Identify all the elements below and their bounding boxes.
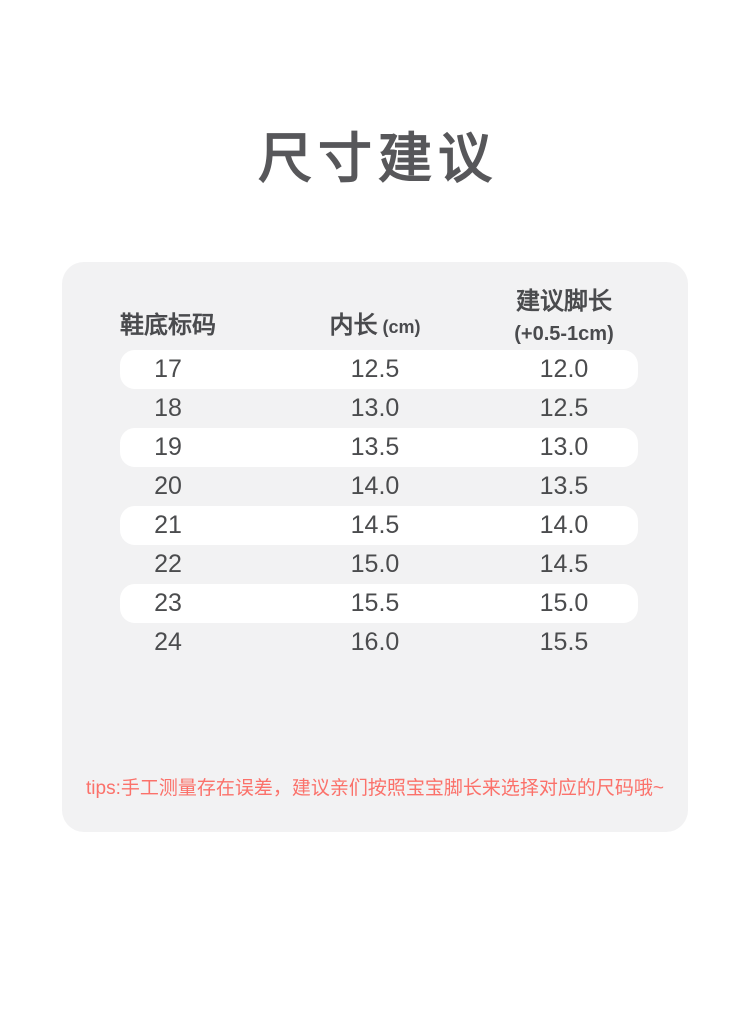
cell-inner-length: 15.5	[350, 589, 400, 617]
size-table-body: 17 12.5 12.0 18 13.0 12.5 19 13.5 13.0 2…	[120, 350, 638, 662]
cell-suggested-foot-length: 14.0	[539, 511, 589, 539]
cell-sole-size-code: 21	[154, 511, 182, 539]
table-row: 24 16.0 15.5	[120, 623, 638, 662]
cell-inner-length: 14.5	[350, 511, 400, 539]
table-row: 23 15.5 15.0	[120, 584, 638, 623]
measurement-tips-text: tips:手工测量存在误差，建议亲们按照宝宝脚长来选择对应的尺码哦~	[86, 778, 664, 799]
size-chart-card: 鞋底标码 内长 (cm) 建议脚长 (+0.5-1cm) 17 12.5 12.0…	[62, 262, 688, 832]
cell-inner-length: 13.5	[350, 433, 400, 461]
cell-suggested-foot-length: 13.5	[539, 472, 589, 500]
cell-sole-size-code: 18	[154, 394, 182, 422]
table-row: 18 13.0 12.5	[120, 389, 638, 428]
table-row: 21 14.5 14.0	[120, 506, 638, 545]
cell-sole-size-code: 24	[154, 628, 182, 656]
cell-inner-length: 14.0	[350, 472, 400, 500]
cell-suggested-foot-length: 12.0	[539, 355, 589, 383]
cell-sole-size-code: 20	[154, 472, 182, 500]
cell-sole-size-code: 19	[154, 433, 182, 461]
cell-sole-size-code: 17	[154, 355, 182, 383]
page-title: 尺寸建议	[258, 129, 498, 189]
header-inner-length: 内长 (cm)	[329, 310, 420, 343]
header-inner-length-label: 内长	[329, 312, 378, 339]
header-suggested-foot-length-range: (+0.5-1cm)	[514, 323, 614, 345]
cell-sole-size-code: 23	[154, 589, 182, 617]
table-row: 17 12.5 12.0	[120, 350, 638, 389]
table-row: 20 14.0 13.5	[120, 467, 638, 506]
table-row: 19 13.5 13.0	[120, 428, 638, 467]
cell-inner-length: 16.0	[350, 628, 400, 656]
header-suggested-foot-length-label: 建议脚长	[516, 288, 612, 315]
cell-suggested-foot-length: 15.5	[539, 628, 589, 656]
header-suggested-foot-length: 建议脚长 (+0.5-1cm)	[514, 286, 614, 350]
header-sole-size-code: 鞋底标码	[120, 312, 216, 339]
cell-suggested-foot-length: 12.5	[539, 394, 589, 422]
table-row: 22 15.0 14.5	[120, 545, 638, 584]
cell-inner-length: 15.0	[350, 550, 400, 578]
cell-sole-size-code: 22	[154, 550, 182, 578]
cell-inner-length: 13.0	[350, 394, 400, 422]
cell-suggested-foot-length: 15.0	[539, 589, 589, 617]
cell-suggested-foot-length: 14.5	[539, 550, 589, 578]
cell-suggested-foot-length: 13.0	[539, 433, 589, 461]
size-table-header: 鞋底标码 内长 (cm) 建议脚长 (+0.5-1cm)	[120, 286, 614, 350]
header-inner-length-unit: (cm)	[382, 317, 421, 337]
cell-inner-length: 12.5	[350, 355, 400, 383]
